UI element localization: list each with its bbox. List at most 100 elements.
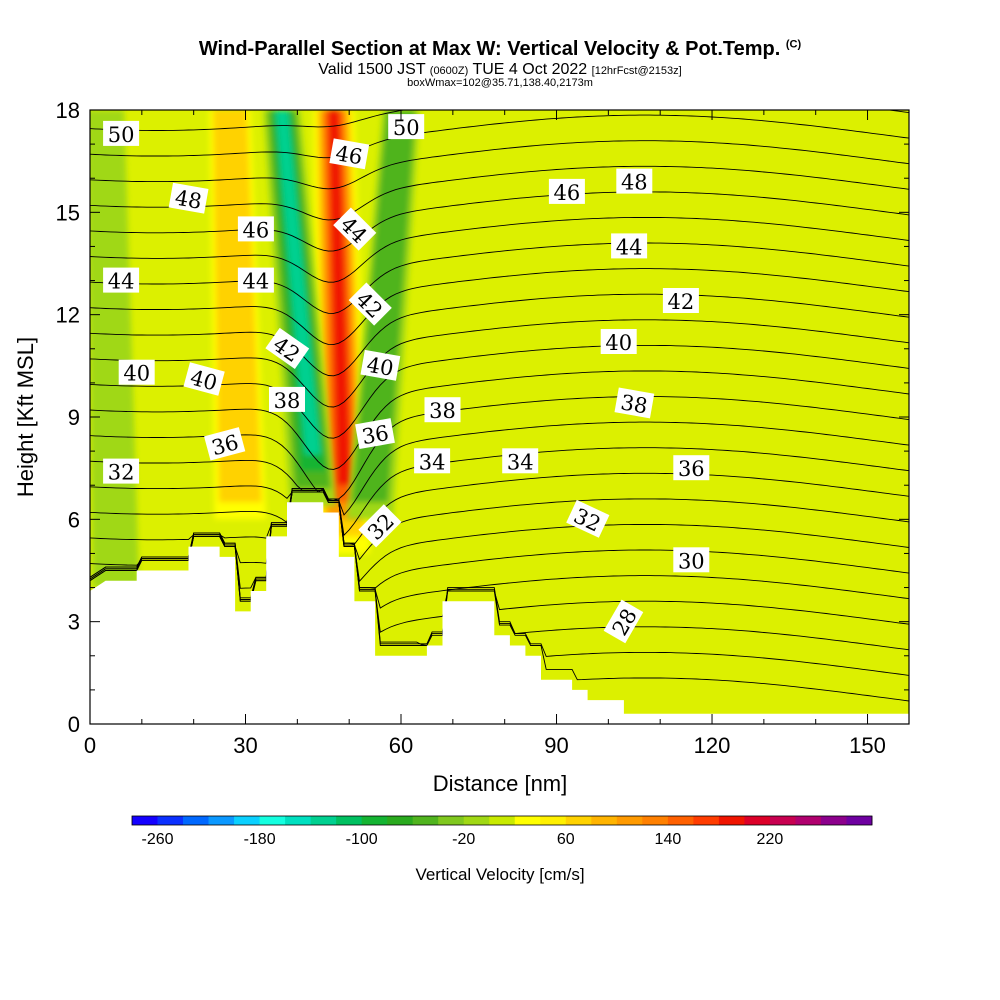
contour-label-box — [388, 114, 425, 140]
contour-label: 38 — [269, 386, 305, 413]
contour-label-box — [103, 458, 140, 484]
x-tick-label: 0 — [84, 733, 96, 758]
contour-label: 36 — [355, 418, 395, 449]
contour-label-text: 48 — [173, 186, 203, 214]
x-tick-label: 150 — [849, 733, 886, 758]
contour-label: 50 — [103, 120, 140, 147]
contour-label-box — [548, 178, 585, 204]
terrain — [90, 502, 909, 724]
y-tick-label: 12 — [56, 303, 80, 328]
colorbar-swatch — [795, 816, 822, 825]
contour-label-box — [168, 182, 209, 214]
contour-label: 36 — [673, 455, 710, 481]
contour-label: 42 — [265, 327, 310, 369]
contour-label: 32 — [103, 458, 140, 485]
contour-label: 34 — [502, 448, 539, 474]
contour-label-box — [237, 216, 274, 242]
x-tick-label: 90 — [544, 733, 568, 758]
theta-isentrope-32 — [90, 488, 909, 589]
contour-label-box — [360, 349, 401, 381]
colorbar-tick-label: -100 — [346, 831, 378, 848]
contour-label-text: 42 — [668, 290, 695, 314]
colorbar-swatch — [183, 816, 209, 825]
contour-label-box — [673, 547, 710, 573]
contour-label-text: 46 — [334, 141, 364, 169]
title-mark: (C) — [785, 38, 802, 51]
contour-label: 46 — [548, 178, 585, 205]
colorbar-frame — [131, 815, 873, 826]
contour-label-text: 38 — [429, 399, 456, 423]
forecast-info: [12hrFcst@2153z] — [591, 65, 682, 77]
colorbar-swatch — [667, 816, 694, 825]
colorbar-swatch — [693, 816, 720, 825]
y-tick-label: 3 — [68, 610, 80, 635]
contour-label: 44 — [103, 267, 140, 294]
contour-label: 50 — [388, 114, 425, 140]
colorbar-swatch — [132, 816, 158, 825]
contour-label-text: 40 — [123, 362, 150, 386]
contour-label-box — [662, 288, 699, 313]
colorbar-swatch — [642, 816, 669, 825]
contour-labels: 50 48 46 44 44 42 40 40 38 36 32 50 46 44 42 40 36 38 34 34… — [103, 114, 710, 644]
theta-isentrope-48 — [90, 140, 909, 190]
contour-label-text: 44 — [108, 270, 135, 294]
contour-label: 42 — [662, 288, 699, 314]
y-axis-title: Height [Kft MSL] — [13, 337, 38, 497]
contour-label-box — [204, 427, 246, 461]
contour-label-text: 50 — [108, 123, 135, 147]
contour-label-box — [237, 267, 274, 293]
contour-label-text: 46 — [554, 181, 581, 205]
y-tick-label: 18 — [56, 98, 80, 123]
colorbar-title: Vertical Velocity [cm/s] — [415, 865, 584, 884]
contour-label-box — [566, 499, 610, 538]
theta-isentrope-35 — [90, 472, 909, 545]
theta-isentrope-45 — [90, 217, 909, 283]
contour-label-text: 46 — [243, 218, 270, 242]
contour-label: 38 — [614, 387, 655, 419]
contour-label: 38 — [424, 397, 461, 423]
theta-isentrope-44 — [90, 242, 909, 314]
colorbar-swatch — [846, 816, 873, 825]
contour-label: 40 — [360, 349, 401, 381]
colorbar-swatch — [208, 816, 235, 825]
theta-isentrope-43 — [90, 268, 909, 346]
contour-label-text: 38 — [619, 390, 649, 418]
contour-label-text: 48 — [621, 171, 648, 195]
contour-label: 44 — [611, 233, 648, 259]
colorbar-tick-label: 220 — [757, 831, 784, 848]
colorbar-swatch — [820, 816, 847, 825]
theta-isentrope-40 — [90, 344, 909, 439]
theta-isentrope-41 — [90, 319, 909, 408]
contour-label-text: 32 — [108, 461, 135, 485]
contour-label-box — [614, 387, 655, 419]
colorbar-swatch — [769, 816, 796, 825]
chart-title: Wind-Parallel Section at Max W: Vertical… — [0, 38, 1000, 61]
contour-label-box — [269, 386, 305, 412]
contour-label: 34 — [414, 448, 451, 474]
contour-label-box — [502, 448, 539, 474]
y-tick-label: 9 — [68, 405, 80, 430]
colorbar-swatch — [591, 816, 618, 825]
contour-label-text: 40 — [605, 331, 632, 355]
theta-isentrope-31 — [90, 489, 909, 609]
colorbar-swatch — [744, 816, 771, 825]
colorbar-swatch — [387, 816, 414, 825]
contour-label-box — [603, 599, 644, 644]
colorbar-swatch — [336, 816, 363, 825]
contour-label-box — [414, 448, 451, 474]
contour-label-text: 44 — [243, 270, 270, 294]
contour-label-box — [616, 168, 653, 194]
colorbar-swatch — [310, 816, 337, 825]
contour-label: 30 — [673, 547, 710, 573]
contour-label-text: 30 — [678, 549, 705, 573]
colorbar-tick-label: -260 — [141, 831, 173, 848]
theta-isentrope-42 — [90, 293, 909, 377]
w-contour-fill — [213, 110, 262, 503]
contour-label-text: 40 — [365, 353, 395, 381]
colorbar-swatch — [234, 816, 260, 825]
colorbar-tick-label: -20 — [452, 831, 475, 848]
x-tick-label: 30 — [233, 733, 257, 758]
theta-isentrope-51 — [90, 94, 344, 105]
theta-isentrope-33 — [90, 491, 909, 583]
